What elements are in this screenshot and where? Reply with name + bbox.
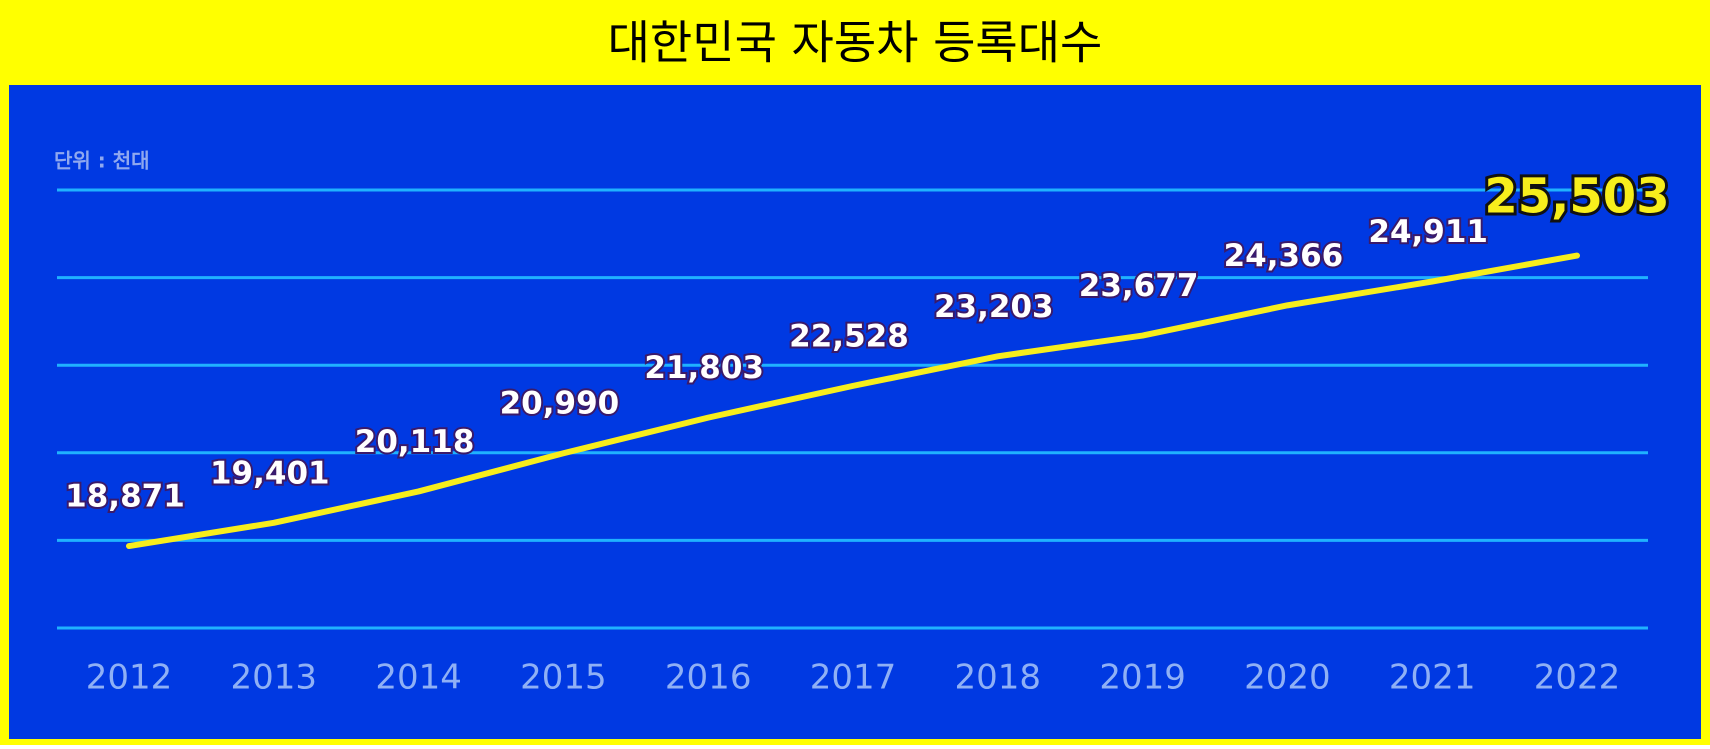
- chart-title: 대한민국 자동차 등록대수: [608, 16, 1103, 70]
- x-tick-label: 2018: [955, 658, 1042, 698]
- value-label: 24,366: [1224, 238, 1344, 274]
- value-label: 23,677: [1079, 268, 1199, 304]
- value-label: 20,118: [355, 424, 475, 460]
- x-tick-label: 2012: [86, 658, 173, 698]
- x-tick-label: 2013: [231, 658, 318, 698]
- x-tick-label: 2021: [1389, 658, 1476, 698]
- x-tick-label: 2022: [1534, 658, 1621, 698]
- x-tick-label: 2015: [520, 658, 607, 698]
- unit-note: 단위 : 천대: [54, 149, 150, 173]
- value-label: 19,401: [210, 455, 330, 491]
- x-tick-label: 2017: [810, 658, 897, 698]
- value-label: 24,911: [1368, 214, 1488, 250]
- x-tick-label: 2014: [375, 658, 462, 698]
- data-line: [126, 252, 1580, 550]
- x-tick-label: 2016: [665, 658, 752, 698]
- value-label: 23,203: [934, 289, 1054, 325]
- value-label: 22,528: [789, 318, 909, 354]
- value-label: 18,871: [65, 479, 185, 515]
- plot-panel: [9, 85, 1701, 739]
- value-label: 20,990: [500, 386, 620, 422]
- value-label: 25,503: [1484, 169, 1669, 225]
- x-tick-label: 2020: [1244, 658, 1331, 698]
- value-label: 21,803: [644, 350, 764, 386]
- x-tick-label: 2019: [1099, 658, 1186, 698]
